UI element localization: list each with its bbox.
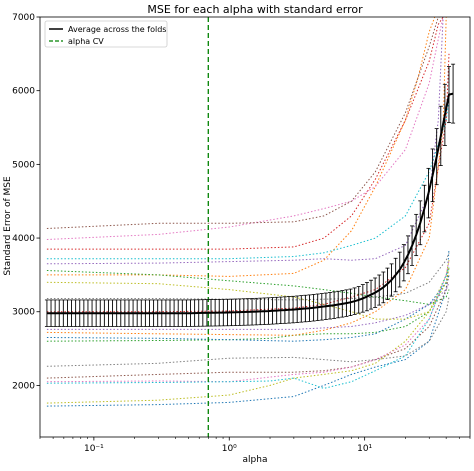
fold-line-7 — [46, 17, 444, 240]
fold-line-2 — [46, 17, 436, 277]
y-tick-label: 3000 — [12, 308, 35, 318]
fold-line-4 — [46, 17, 444, 250]
fold-line-1 — [46, 249, 450, 407]
legend-label-2: alpha CV — [68, 37, 104, 46]
x-tick-label: 10⁰ — [222, 444, 237, 454]
fold-line-9 — [46, 260, 450, 404]
fold-line-5 — [46, 17, 444, 265]
mean-series-group — [44, 63, 456, 327]
legend: Average across the folds alpha CV — [44, 20, 168, 48]
y-tick-label: 2000 — [12, 381, 35, 391]
x-axis-label: alpha — [243, 455, 268, 465]
x-tick-label: 10¹ — [357, 444, 372, 454]
fold-line-13 — [46, 270, 450, 305]
chart-title: MSE for each alpha with standard error — [147, 3, 363, 16]
fold-line-11 — [46, 274, 450, 342]
axes-group: 2000 3000 4000 5000 6000 7000 10⁻¹ 10⁰ 10¹ — [12, 13, 471, 454]
fold-line-19 — [46, 267, 450, 320]
y-tick-label: 5000 — [12, 160, 35, 170]
fold-line-20 — [46, 267, 450, 389]
legend-box — [44, 20, 168, 48]
fold-line-15 — [46, 282, 450, 330]
fold-line-18 — [46, 252, 450, 301]
y-tick-label: 6000 — [12, 87, 35, 97]
x-tick-label: 10⁻¹ — [84, 444, 104, 454]
mean-line — [46, 92, 454, 315]
fold-line-10 — [46, 98, 450, 260]
fold-line-14 — [46, 53, 450, 313]
y-tick-label: 4000 — [12, 234, 35, 244]
fold-line-12 — [46, 17, 447, 336]
plot-frame — [39, 16, 471, 438]
y-tick-label: 7000 — [12, 13, 35, 23]
fold-lines-group — [46, 17, 450, 407]
legend-label-1: Average across the folds — [68, 25, 166, 34]
y-axis-label: Standard Error of MSE — [3, 176, 13, 276]
fold-line-16 — [46, 17, 444, 229]
fold-line-8 — [46, 296, 450, 367]
